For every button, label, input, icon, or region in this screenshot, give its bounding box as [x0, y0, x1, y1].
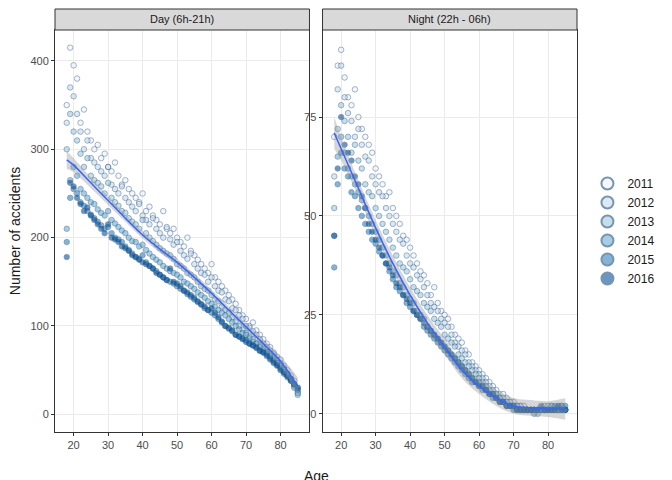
svg-text:25: 25	[304, 309, 316, 321]
svg-text:Day (6h-21h): Day (6h-21h)	[150, 13, 214, 25]
svg-text:50: 50	[171, 439, 183, 451]
svg-text:300: 300	[30, 143, 48, 155]
svg-text:60: 60	[205, 439, 217, 451]
svg-text:Number of accidents: Number of accidents	[7, 167, 23, 295]
svg-text:70: 70	[507, 439, 519, 451]
svg-text:Night (22h - 06h): Night (22h - 06h)	[408, 13, 491, 25]
svg-text:2015: 2015	[627, 253, 654, 267]
svg-text:Age: Age	[304, 468, 329, 480]
svg-text:2013: 2013	[627, 215, 654, 229]
svg-text:50: 50	[304, 210, 316, 222]
svg-text:30: 30	[370, 439, 382, 451]
svg-text:60: 60	[473, 439, 485, 451]
svg-text:2016: 2016	[627, 272, 654, 286]
svg-text:200: 200	[30, 231, 48, 243]
svg-text:400: 400	[30, 55, 48, 67]
svg-text:2012: 2012	[627, 196, 654, 210]
svg-text:20: 20	[67, 439, 79, 451]
svg-text:100: 100	[30, 320, 48, 332]
svg-text:40: 40	[404, 439, 416, 451]
svg-text:80: 80	[542, 439, 554, 451]
svg-text:50: 50	[438, 439, 450, 451]
svg-text:40: 40	[136, 439, 148, 451]
svg-text:0: 0	[43, 408, 49, 420]
svg-text:75: 75	[304, 111, 316, 123]
svg-text:2011: 2011	[627, 177, 653, 191]
svg-text:0: 0	[310, 408, 316, 420]
svg-text:20: 20	[335, 439, 347, 451]
svg-text:80: 80	[274, 439, 286, 451]
svg-text:70: 70	[240, 439, 252, 451]
svg-text:2014: 2014	[627, 234, 654, 248]
svg-text:30: 30	[102, 439, 114, 451]
